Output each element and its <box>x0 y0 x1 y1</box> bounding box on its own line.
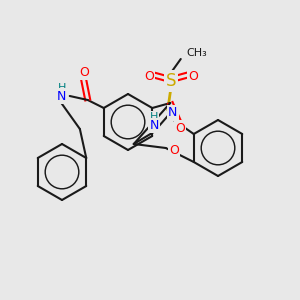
Text: O: O <box>79 65 89 79</box>
Text: N: N <box>57 89 66 103</box>
Text: O: O <box>144 70 154 83</box>
Text: H: H <box>150 112 158 122</box>
Text: H: H <box>58 83 66 93</box>
Text: O: O <box>188 70 198 83</box>
Text: CH₃: CH₃ <box>187 48 208 58</box>
Text: N: N <box>149 119 159 132</box>
Text: O: O <box>175 122 185 134</box>
Text: N: N <box>168 106 177 119</box>
Text: S: S <box>166 72 176 90</box>
Text: O: O <box>169 143 179 157</box>
